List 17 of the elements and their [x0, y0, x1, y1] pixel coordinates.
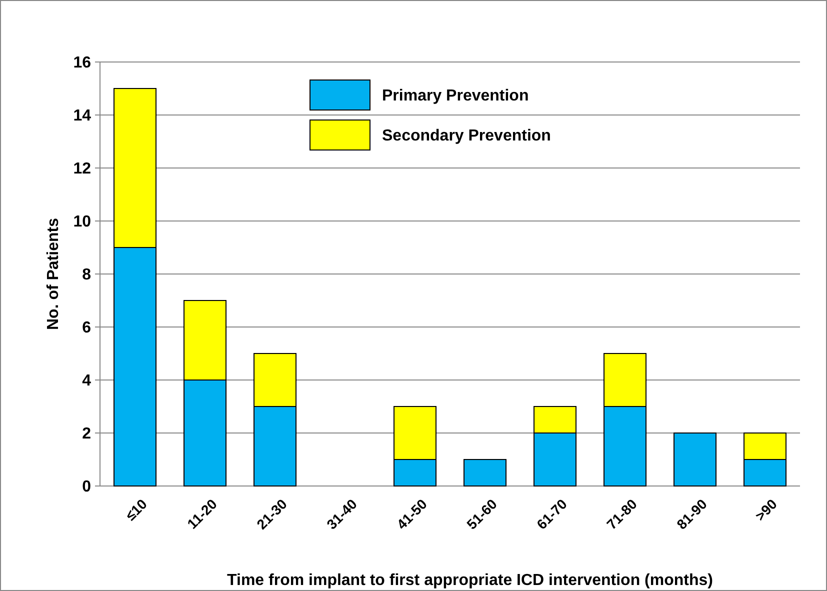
bar: [464, 459, 506, 486]
x-axis-title: Time from implant to first appropriate ICD intervention (months): [227, 572, 713, 589]
y-tick-label: 14: [73, 108, 92, 125]
y-tick-label: 8: [82, 266, 92, 284]
x-tick-label: ≤10: [122, 496, 150, 524]
x-tick-label: >90: [752, 496, 780, 524]
y-tick-label: 16: [73, 54, 92, 72]
bar: [674, 432, 716, 486]
y-tick-label: 2: [82, 426, 92, 443]
legend-label: Secondary Prevention: [382, 128, 551, 145]
y-tick-label: 4: [82, 372, 92, 390]
y-tick-label: 10: [73, 214, 92, 231]
y-tick-label: 12: [73, 160, 92, 178]
y-tick-label: 0: [82, 478, 92, 496]
legend-label: Primary Prevention: [382, 88, 529, 105]
y-tick-label: 6: [82, 320, 92, 337]
y-axis-title: No. of Patients: [45, 218, 62, 330]
